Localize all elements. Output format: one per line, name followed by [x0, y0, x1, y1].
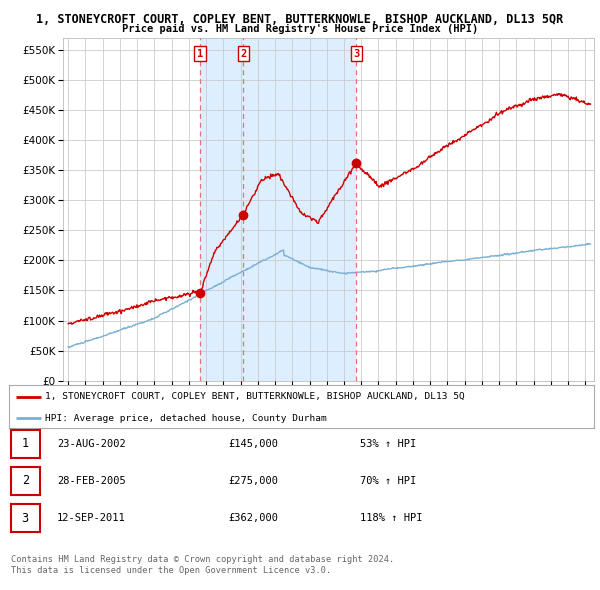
Text: This data is licensed under the Open Government Licence v3.0.: This data is licensed under the Open Gov…	[11, 566, 331, 575]
Text: Contains HM Land Registry data © Crown copyright and database right 2024.: Contains HM Land Registry data © Crown c…	[11, 555, 394, 564]
Text: 1, STONEYCROFT COURT, COPLEY BENT, BUTTERKNOWLE, BISHOP AUCKLAND, DL13 5Q: 1, STONEYCROFT COURT, COPLEY BENT, BUTTE…	[45, 392, 465, 401]
Bar	[200, 38, 244, 381]
Text: 3: 3	[22, 512, 29, 525]
Text: 70% ↑ HPI: 70% ↑ HPI	[360, 476, 416, 486]
Text: HPI: Average price, detached house, County Durham: HPI: Average price, detached house, Coun…	[45, 414, 327, 423]
Text: 118% ↑ HPI: 118% ↑ HPI	[360, 513, 422, 523]
Text: 1: 1	[22, 437, 29, 450]
Text: 53% ↑ HPI: 53% ↑ HPI	[360, 439, 416, 448]
Text: 3: 3	[353, 49, 359, 59]
Text: 2: 2	[22, 474, 29, 487]
Text: 12-SEP-2011: 12-SEP-2011	[57, 513, 126, 523]
Text: £275,000: £275,000	[228, 476, 278, 486]
Bar	[244, 38, 356, 381]
Text: Price paid vs. HM Land Registry's House Price Index (HPI): Price paid vs. HM Land Registry's House …	[122, 24, 478, 34]
Text: 2: 2	[240, 49, 247, 59]
Text: 28-FEB-2005: 28-FEB-2005	[57, 476, 126, 486]
Text: £145,000: £145,000	[228, 439, 278, 448]
Text: 1: 1	[197, 49, 203, 59]
Text: 1, STONEYCROFT COURT, COPLEY BENT, BUTTERKNOWLE, BISHOP AUCKLAND, DL13 5QR: 1, STONEYCROFT COURT, COPLEY BENT, BUTTE…	[37, 13, 563, 26]
Text: 23-AUG-2002: 23-AUG-2002	[57, 439, 126, 448]
Text: £362,000: £362,000	[228, 513, 278, 523]
